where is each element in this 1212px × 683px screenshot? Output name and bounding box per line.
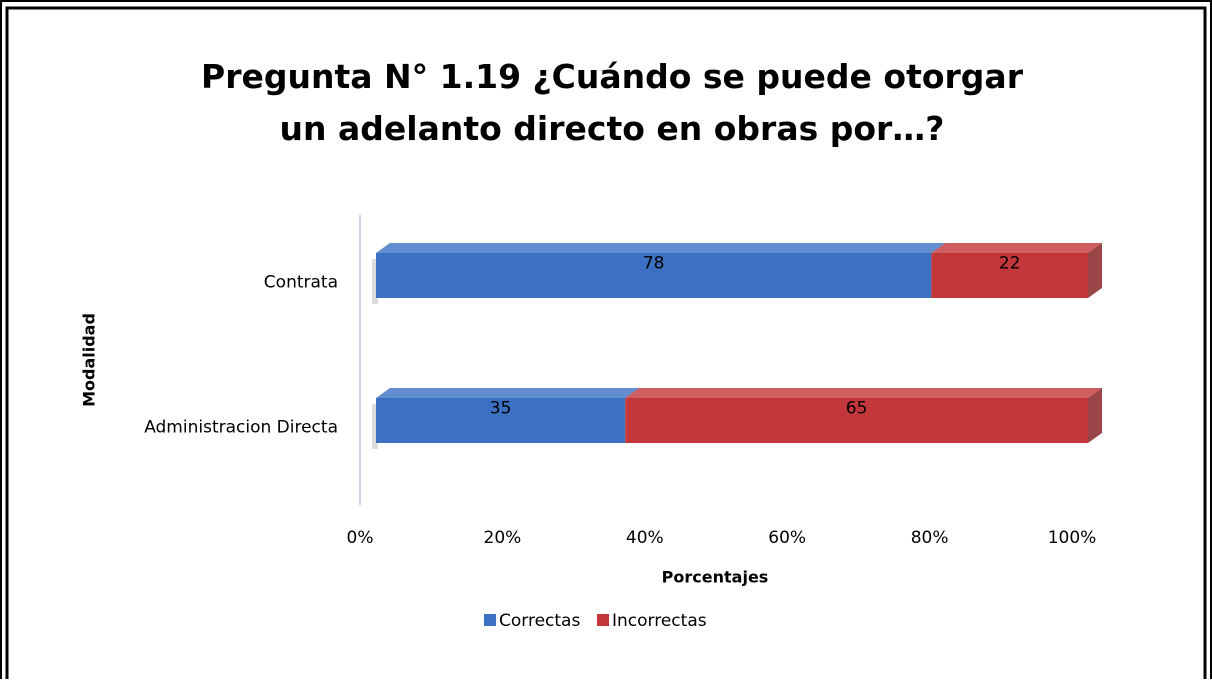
bar-top [376, 243, 946, 253]
y-axis-title: Modalidad [80, 313, 99, 407]
data-label: 22 [999, 254, 1021, 274]
legend-label: Incorrectas [612, 611, 707, 631]
x-tick-label: 40% [626, 528, 664, 548]
bar-shadow [372, 404, 378, 449]
bar-top [376, 388, 640, 398]
y-tick-label: Contrata [264, 273, 338, 293]
bar [376, 253, 932, 298]
bar-shadow [372, 259, 378, 304]
bar-side [1088, 243, 1102, 298]
x-tick-label: 100% [1048, 528, 1097, 548]
bar-side [1088, 388, 1102, 443]
y-tick-label: Administracion Directa [144, 418, 338, 438]
x-tick-label: 0% [347, 528, 374, 548]
x-tick-label: 20% [484, 528, 522, 548]
data-label: 78 [643, 254, 665, 274]
x-tick-label: 60% [768, 528, 806, 548]
bar-top [931, 243, 1102, 253]
bar [931, 253, 1088, 298]
bar [376, 398, 626, 443]
inner-border [5, 6, 1207, 683]
legend-label: Correctas [499, 611, 580, 631]
legend-swatch [484, 614, 496, 626]
data-label: 35 [490, 399, 512, 419]
data-label: 65 [846, 399, 868, 419]
bar [625, 398, 1088, 443]
legend-swatch [597, 614, 609, 626]
x-axis-title: Porcentajes [662, 568, 769, 587]
bar-top [625, 388, 1102, 398]
x-tick-label: 80% [911, 528, 949, 548]
chart-title: Pregunta N° 1.19 ¿Cuándo se puede otorga… [201, 57, 1024, 148]
